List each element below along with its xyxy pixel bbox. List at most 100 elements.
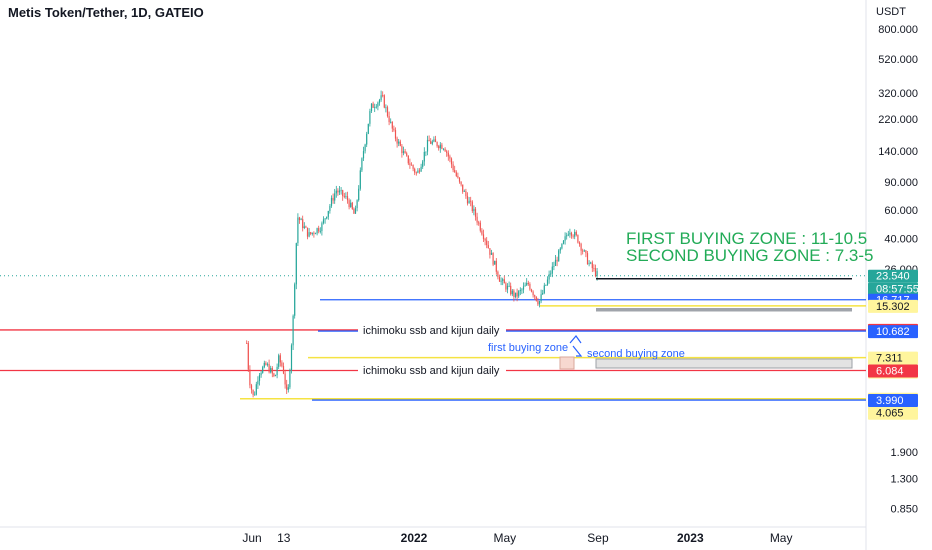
price-tick-label: 0.850 <box>890 503 918 515</box>
candle-body <box>452 164 454 171</box>
candle-body <box>338 190 341 193</box>
marker-box <box>559 356 575 370</box>
candle-body <box>543 285 545 293</box>
level-tag: 15.302 <box>876 301 910 313</box>
candle-body <box>468 200 470 204</box>
candle-body <box>567 234 569 236</box>
time-tick-label: 13 <box>277 531 291 545</box>
candle-body <box>569 232 571 235</box>
candle-body <box>298 217 301 221</box>
candle-body <box>522 286 525 290</box>
ichimoku-label-bg-1 <box>358 324 506 337</box>
candle-body <box>369 111 371 124</box>
candle-body <box>289 370 291 388</box>
candle-body <box>252 389 254 395</box>
candle-body <box>370 103 373 112</box>
candle-body <box>426 139 429 152</box>
candle-body <box>386 107 389 117</box>
candle-body <box>596 271 598 276</box>
candle-body <box>279 355 281 363</box>
first-buying-zone-text: FIRST BUYING ZONE : 11-10.5 <box>626 229 867 248</box>
candle-body <box>444 148 446 152</box>
price-tick-label: 320.000 <box>878 88 918 100</box>
candle-body <box>332 197 334 201</box>
time-tick-label: May <box>770 531 793 545</box>
candle-body <box>562 240 565 244</box>
candle-body <box>425 151 427 153</box>
candle-body <box>412 165 414 169</box>
gray-zone-lower <box>595 358 853 369</box>
candle-body <box>274 375 277 377</box>
candle-body <box>519 289 521 292</box>
candle-body <box>516 292 518 297</box>
candle-body <box>570 232 573 236</box>
level-tag-bg <box>868 406 918 420</box>
candle-body <box>268 364 270 373</box>
candle-body <box>433 139 435 142</box>
candle-body <box>582 250 584 252</box>
candle-body <box>305 226 307 228</box>
candle-body <box>324 218 326 220</box>
candle-body <box>401 145 403 154</box>
candle-body <box>497 271 499 278</box>
candle-body <box>428 139 430 142</box>
price-tick-label: 800.000 <box>878 24 918 36</box>
candle-body <box>532 291 534 296</box>
candle-body <box>409 163 411 165</box>
currency-label: USDT <box>876 6 906 18</box>
candle-body <box>462 184 464 192</box>
candle-body <box>292 315 294 346</box>
candle-body <box>470 200 472 202</box>
ichimoku-label-bg-2 <box>358 364 506 377</box>
candle-body <box>492 253 494 265</box>
ichimoku-label-2: ichimoku ssb and kijun daily <box>363 365 500 377</box>
price-axis-tags: 23.54008:57:5516.71715.30210.86010.6827.… <box>868 269 919 420</box>
price-tick-label: 90.000 <box>884 177 918 189</box>
ichimoku-label-1: ichimoku ssb and kijun daily <box>363 325 500 337</box>
candle-body <box>313 232 315 234</box>
candle-body <box>575 231 577 235</box>
candle-body <box>410 164 413 166</box>
time-tick-label: May <box>494 531 517 545</box>
candle-body <box>593 268 595 269</box>
candle-body <box>473 208 475 212</box>
candle-body <box>490 253 493 255</box>
candle-body <box>249 369 251 386</box>
candle-body <box>591 262 593 269</box>
candle-body <box>526 282 528 286</box>
time-tick-label: 2023 <box>677 531 704 545</box>
candle-body <box>282 366 285 374</box>
candle-body <box>535 296 537 301</box>
candle-body <box>399 141 401 146</box>
candle-body <box>524 285 526 287</box>
level-tag-bg <box>868 325 918 339</box>
candle-body <box>377 102 379 107</box>
candle-body <box>255 384 257 395</box>
candle-body <box>380 95 382 100</box>
candle-body <box>367 123 369 134</box>
candle-body <box>310 232 312 234</box>
candle-body <box>545 284 547 286</box>
candle-body <box>521 289 523 291</box>
candle-body <box>494 260 496 265</box>
countdown-tag: 08:57:55 <box>876 284 919 296</box>
candle-body <box>402 151 405 154</box>
second-buying-zone-label: second buying zone <box>587 348 685 360</box>
candle-body <box>297 217 299 244</box>
candle-body <box>295 243 297 285</box>
level-tag-bg <box>868 299 918 313</box>
price-tick-label: 40.000 <box>884 234 918 246</box>
candle-body <box>481 230 483 235</box>
candle-body <box>300 219 302 221</box>
candle-body <box>330 197 333 206</box>
candle-body <box>270 368 272 373</box>
candle-body <box>306 227 309 237</box>
candle-body <box>550 273 552 275</box>
candle-body <box>329 205 331 211</box>
candle-body <box>375 106 377 108</box>
price-tick-label: 220.000 <box>878 114 918 126</box>
candle-body <box>393 128 395 131</box>
candle-body <box>281 362 283 367</box>
candle-body <box>518 291 520 297</box>
